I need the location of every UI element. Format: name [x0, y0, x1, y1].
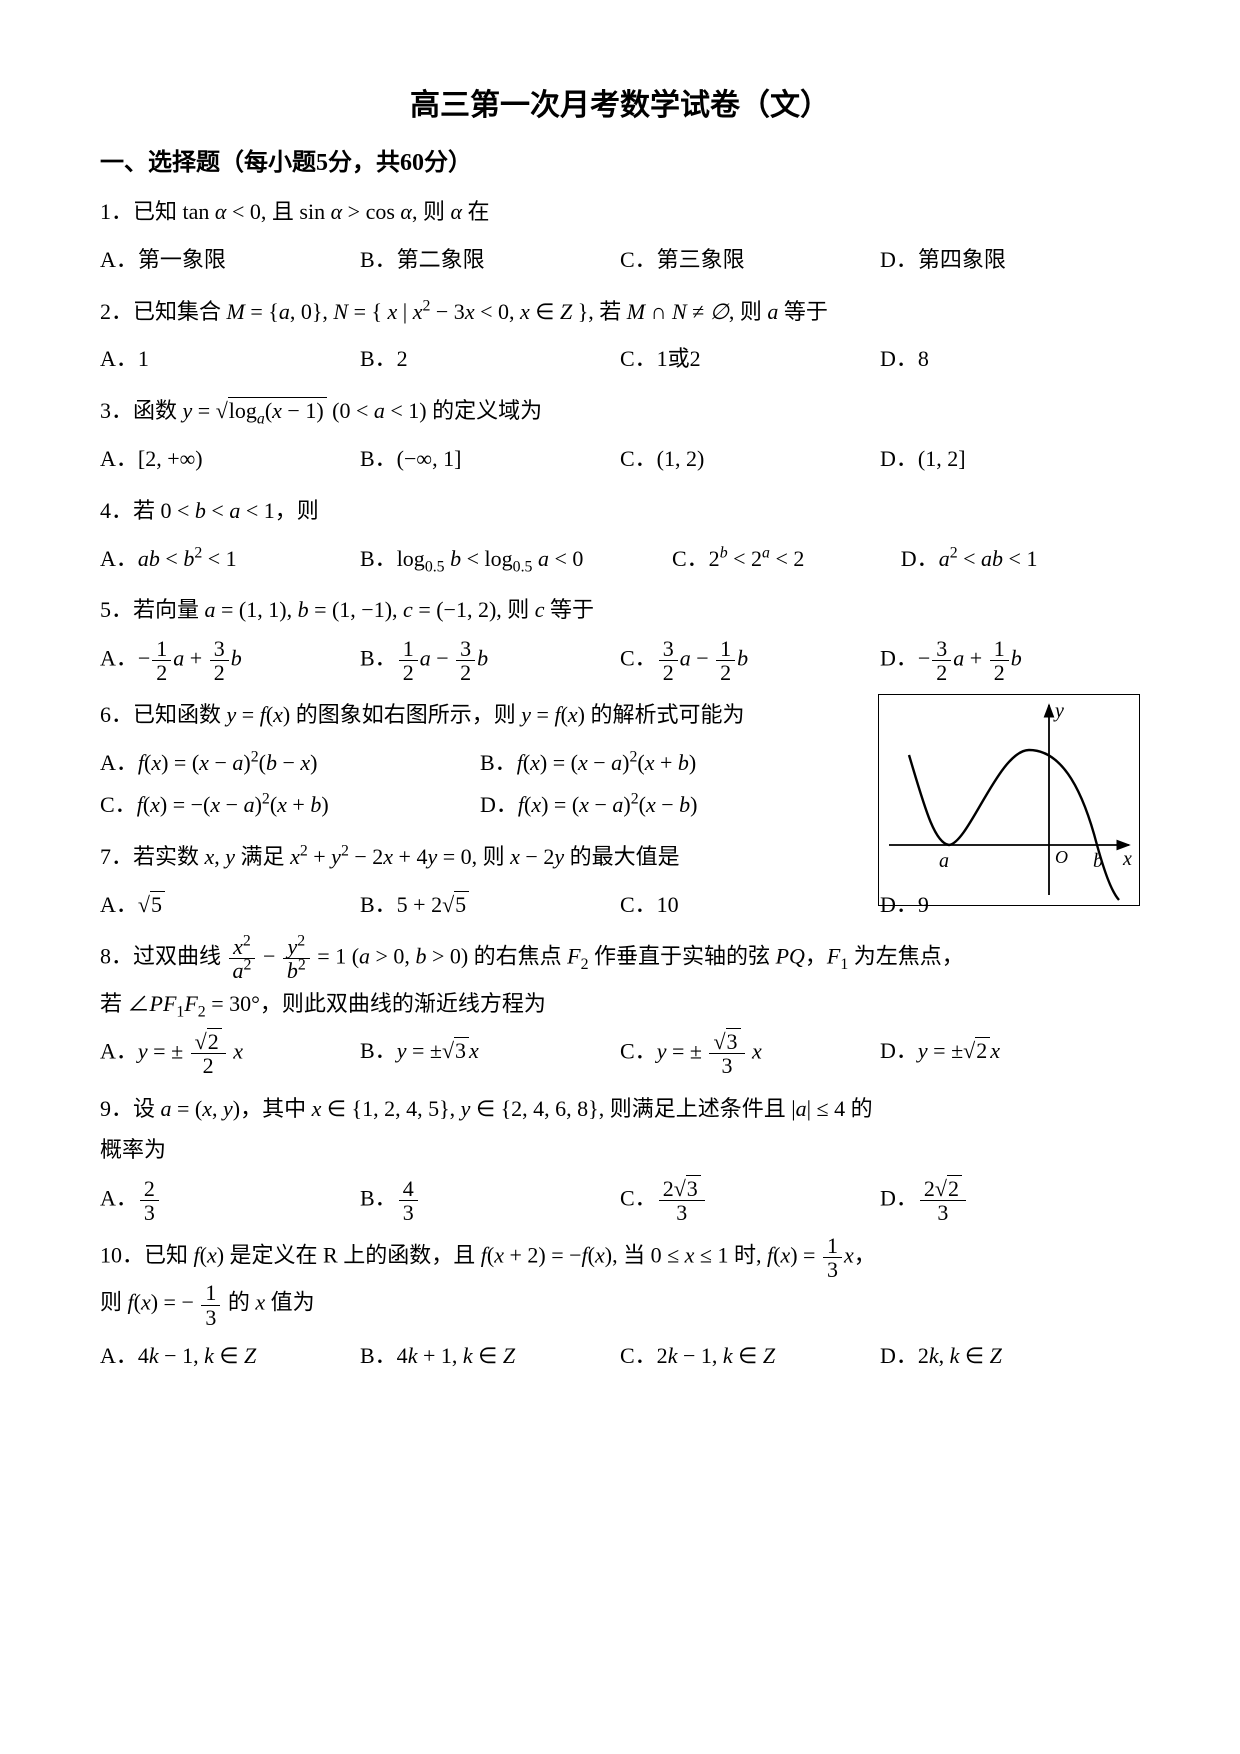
q5-opt-b: B．12a − 32b: [360, 637, 620, 684]
q9-opt-a: A．23: [100, 1177, 360, 1224]
question-2: 2．已知集合 M = {a, 0}, N = { x | x2 − 3x < 0…: [100, 291, 1140, 333]
q9-opt-c: C．233: [620, 1177, 880, 1224]
q1-opt-c: C．第三象限: [620, 239, 880, 281]
question-4: 4．若 0 < b < a < 1，则: [100, 490, 1140, 532]
question-6-options: A．f(x) = (x − a)2(b − x) B．f(x) = (x − a…: [100, 742, 860, 826]
q8-opt-d: D．y = ±2x: [880, 1030, 1140, 1077]
question-9-options: A．23 B．43 C．233 D．223: [100, 1177, 1140, 1224]
q6-opt-b: B．f(x) = (x − a)2(x + b): [480, 742, 860, 784]
question-6: 6．已知函数 y = f(x) 的图象如右图所示，则 y = f(x) 的解析式…: [100, 694, 1140, 736]
q7-opt-b: B．5 + 25: [360, 884, 620, 926]
q5-opt-d: D．−32a + 12b: [880, 637, 1140, 684]
q5-opt-c: C．32a − 12b: [620, 637, 880, 684]
section-heading: 一、选择题（每小题5分，共60分）: [100, 142, 1140, 177]
q4-opt-a: A．ab < b2 < 1: [100, 538, 360, 580]
question-7: 7．若实数 x, y 满足 x2 + y2 − 2x + 4y = 0, 则 x…: [100, 836, 1140, 878]
question-1-options: A．第一象限 B．第二象限 C．第三象限 D．第四象限: [100, 239, 1140, 281]
q6-opt-c: C．f(x) = −(x − a)2(x + b): [100, 784, 480, 826]
question-1: 1．已知 tan α < 0, 且 sin α > cos α, 则 α 在: [100, 191, 1140, 233]
q2-opt-a: A．1: [100, 338, 360, 380]
q1-opt-a: A．第一象限: [100, 239, 360, 281]
page-title: 高三第一次月考数学试卷（文）: [100, 80, 1140, 124]
q2-opt-d: D．8: [880, 338, 1140, 380]
question-3: 3．函数 y = loga(x − 1) (0 < a < 1) 的定义域为: [100, 390, 1140, 432]
q10-opt-d: D．2k, k ∈ Z: [880, 1335, 1140, 1377]
q7-opt-a: A．5: [100, 884, 360, 926]
q8-opt-b: B．y = ±3x: [360, 1030, 620, 1077]
q2-opt-c: C．1或2: [620, 338, 880, 380]
question-8: 8．过双曲线 x2a2 − y2b2 = 1 (a > 0, b > 0) 的右…: [100, 935, 1140, 1024]
q6-opt-d: D．f(x) = (x − a)2(x − b): [480, 784, 860, 826]
question-10: 10．已知 f(x) 是定义在 R 上的函数，且 f(x + 2) = −f(x…: [100, 1234, 1140, 1328]
svg-text:y: y: [1053, 700, 1064, 722]
q5-opt-a: A．−12a + 32b: [100, 637, 360, 684]
q3-opt-b: B．(−∞, 1]: [360, 438, 620, 480]
q6-opt-a: A．f(x) = (x − a)2(b − x): [100, 742, 480, 784]
q8-opt-c: C．y = ± 33 x: [620, 1030, 880, 1077]
q3-opt-d: D．(1, 2]: [880, 438, 1140, 480]
q4-opt-c: C．2b < 2a < 2: [672, 538, 901, 580]
question-9: 9．设 a = (x, y)，其中 x ∈ {1, 2, 4, 5}, y ∈ …: [100, 1088, 1140, 1172]
q10-opt-b: B．4k + 1, k ∈ Z: [360, 1335, 620, 1377]
q3-opt-c: C．(1, 2): [620, 438, 880, 480]
q4-opt-b: B．log0.5 b < log0.5 a < 0: [360, 538, 672, 580]
q1-opt-d: D．第四象限: [880, 239, 1140, 281]
q3-opt-a: A．[2, +∞): [100, 438, 360, 480]
q9-opt-d: D．223: [880, 1177, 1140, 1224]
question-3-options: A．[2, +∞) B．(−∞, 1] C．(1, 2) D．(1, 2]: [100, 438, 1140, 480]
q9-opt-b: B．43: [360, 1177, 620, 1224]
q2-opt-b: B．2: [360, 338, 620, 380]
q10-opt-c: C．2k − 1, k ∈ Z: [620, 1335, 880, 1377]
q7-opt-c: C．10: [620, 884, 880, 926]
q1-opt-b: B．第二象限: [360, 239, 620, 281]
question-5-options: A．−12a + 32b B．12a − 32b C．32a − 12b D．−…: [100, 637, 1140, 684]
question-8-options: A．y = ± 22 x B．y = ±3x C．y = ± 33 x D．y …: [100, 1030, 1140, 1077]
exam-page: 高三第一次月考数学试卷（文） 一、选择题（每小题5分，共60分） 1．已知 ta…: [100, 80, 1140, 1386]
question-4-options: A．ab < b2 < 1 B．log0.5 b < log0.5 a < 0 …: [100, 538, 1140, 580]
q8-opt-a: A．y = ± 22 x: [100, 1030, 360, 1077]
question-10-options: A．4k − 1, k ∈ Z B．4k + 1, k ∈ Z C．2k − 1…: [100, 1335, 1140, 1377]
question-5: 5．若向量 a = (1, 1), b = (1, −1), c = (−1, …: [100, 589, 1140, 631]
q10-opt-a: A．4k − 1, k ∈ Z: [100, 1335, 360, 1377]
question-2-options: A．1 B．2 C．1或2 D．8: [100, 338, 1140, 380]
q4-opt-d: D．a2 < ab < 1: [901, 538, 1140, 580]
